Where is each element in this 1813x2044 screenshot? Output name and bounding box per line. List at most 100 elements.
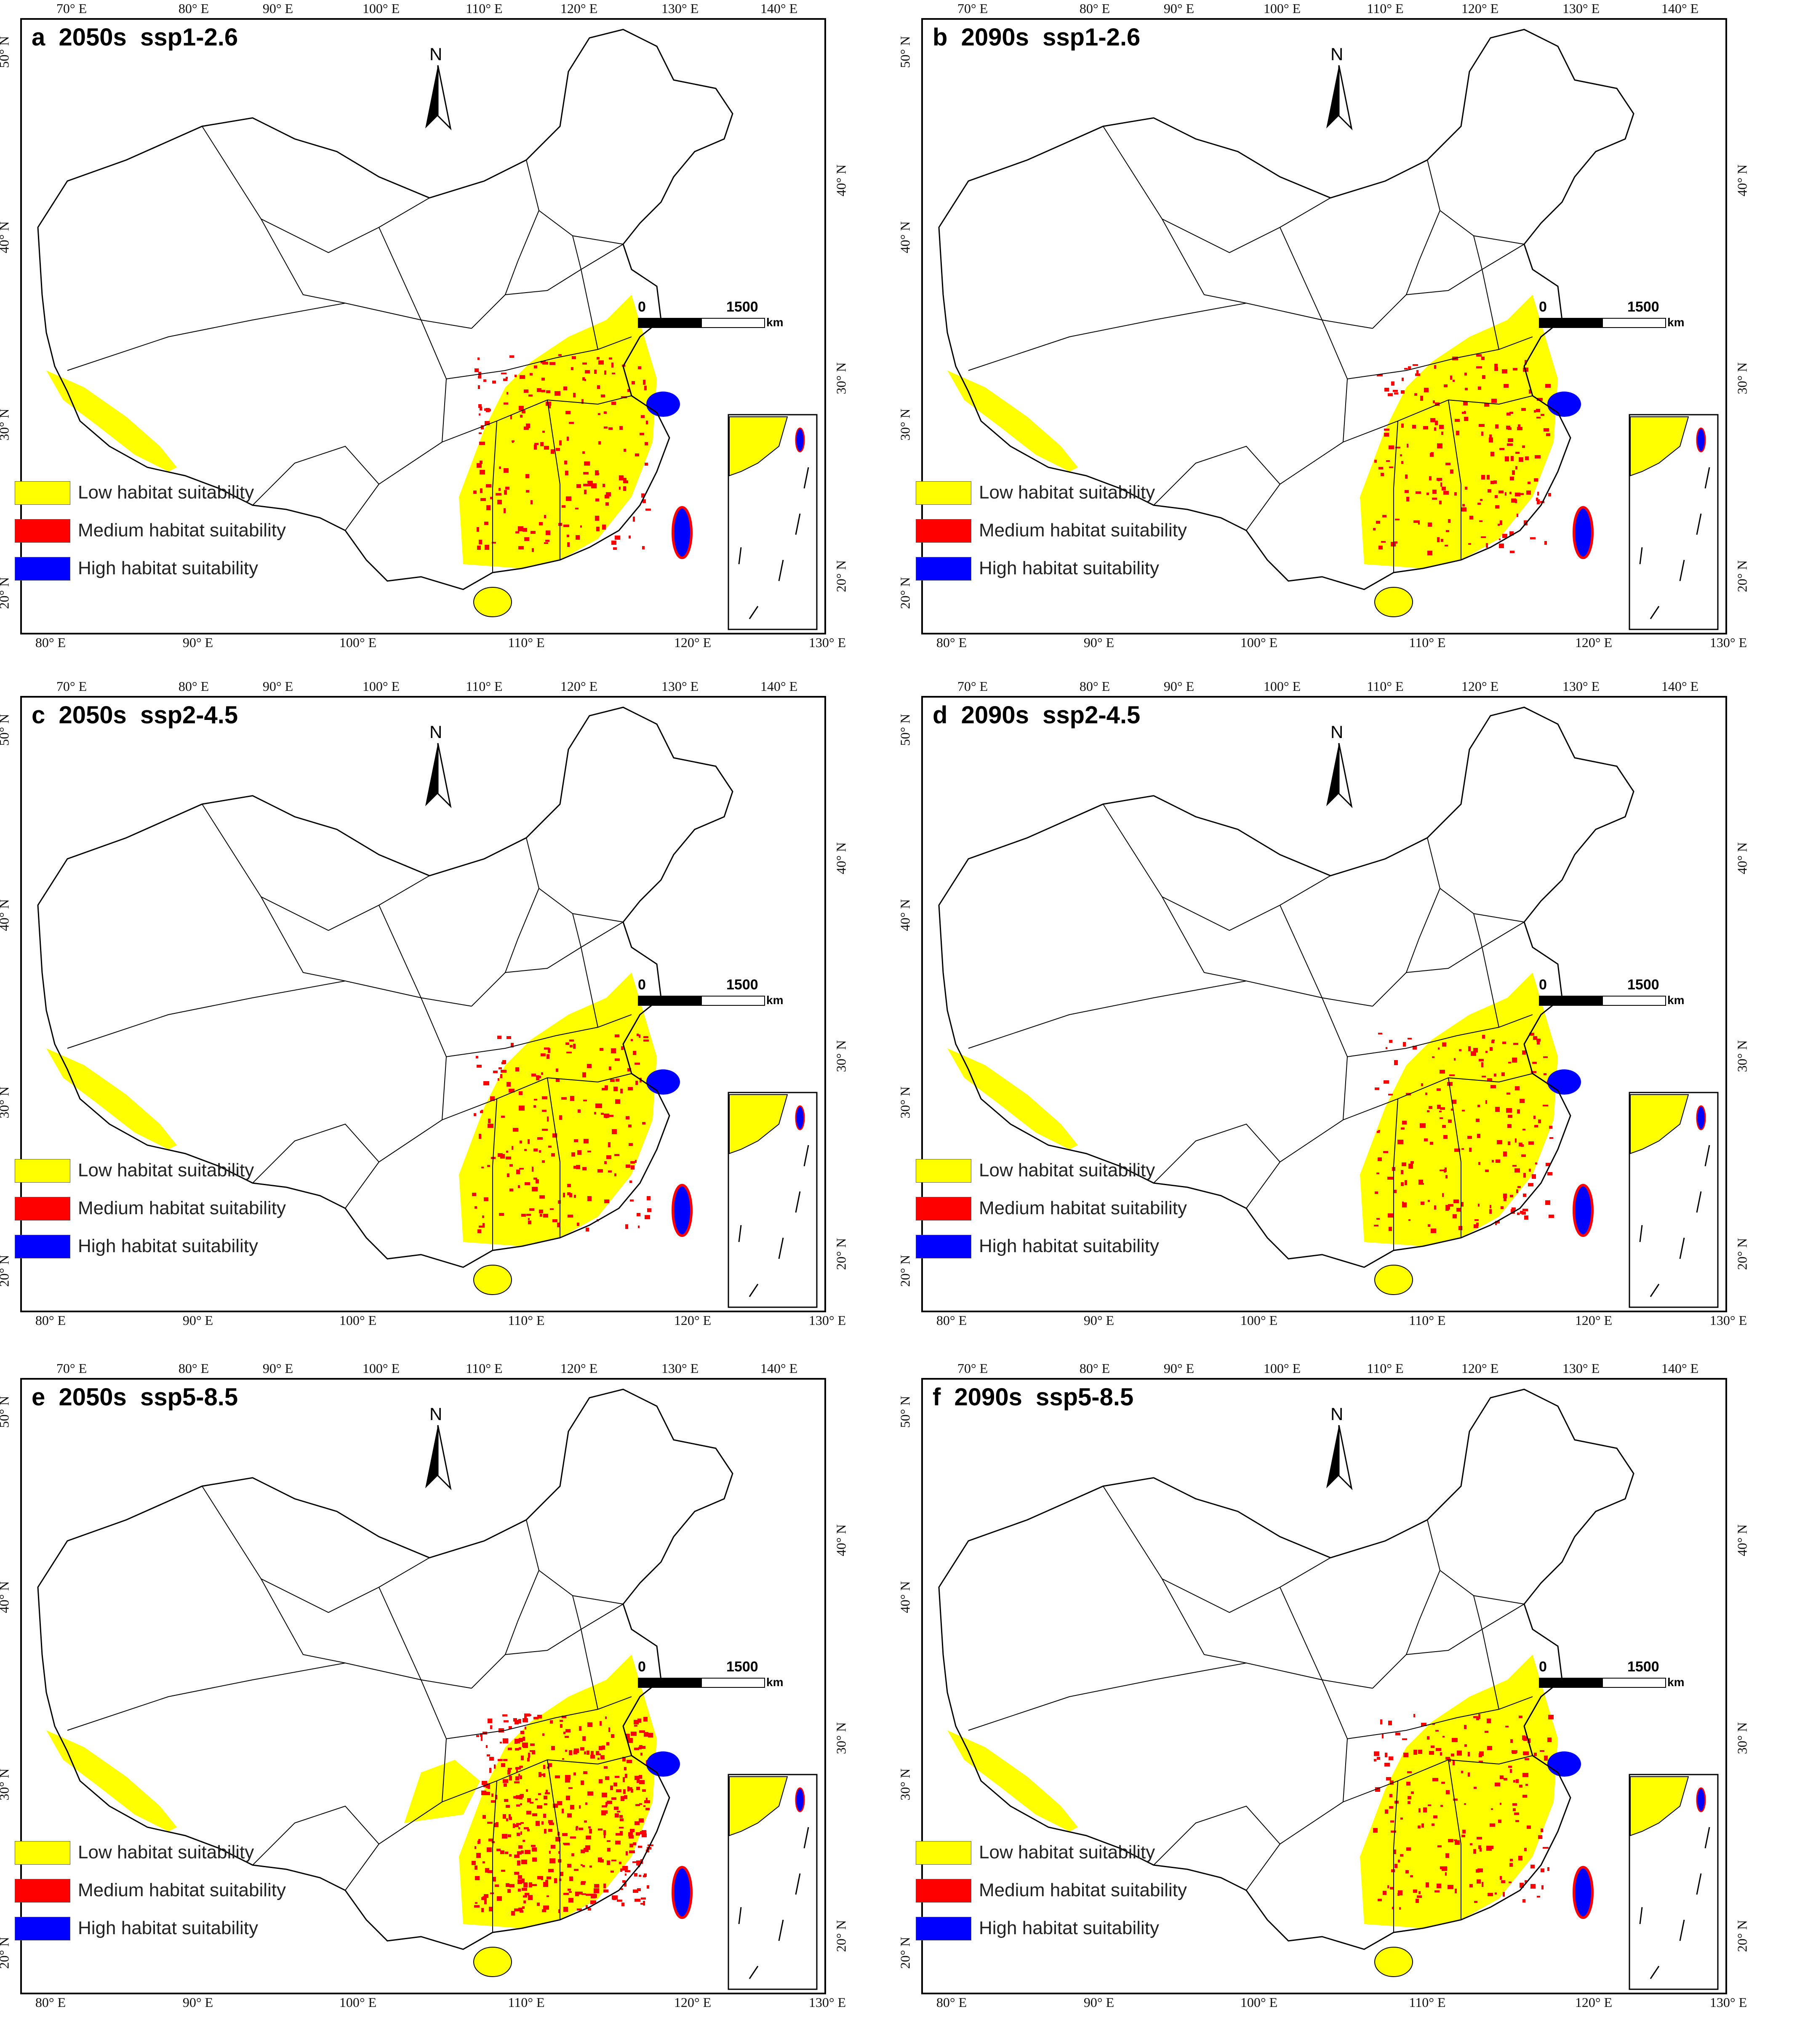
medium-suitability-speck [1442,487,1446,490]
medium-suitability-speck [1500,520,1502,525]
medium-suitability-speck [519,1106,525,1111]
medium-suitability-speck [1408,1219,1410,1221]
low-suitability-area [404,1655,657,1928]
medium-suitability-speck [548,1763,552,1767]
medium-suitability-speck [1424,1138,1428,1141]
medium-suitability-speck [1461,1771,1463,1773]
medium-suitability-speck [1432,1823,1434,1826]
medium-suitability-speck [509,1884,515,1887]
medium-suitability-speck [1495,424,1498,429]
north-arrow-right-half [1338,743,1353,808]
medium-suitability-speck [564,461,567,464]
province-boundary [202,1486,430,1613]
top-longitude-tick: 140° E [760,1361,798,1376]
medium-suitability-speck [516,1804,520,1807]
scale-bar-white-segment [1602,996,1666,1006]
medium-suitability-speck [1384,429,1389,431]
medium-suitability-speck [1495,1783,1500,1786]
medium-suitability-speck [1485,1051,1488,1053]
medium-suitability-speck [605,1716,607,1719]
medium-suitability-speck [1503,1194,1507,1198]
medium-suitability-speck [1374,1759,1376,1762]
medium-suitability-speck [1525,1880,1527,1883]
medium-suitability-speck [1504,384,1509,388]
medium-suitability-speck [1439,1111,1442,1112]
medium-suitability-speck [1537,1896,1540,1897]
right-latitude-tick: 40° N [833,164,849,197]
nine-dash-segment [778,560,784,581]
medium-suitability-speck [586,1905,588,1908]
medium-suitability-speck [1508,1115,1512,1118]
province-boundary [1427,160,1525,245]
medium-suitability-speck [586,1228,589,1231]
medium-suitability-speck [1547,1172,1552,1175]
medium-suitability-speck [541,378,545,381]
medium-suitability-speck [1476,1869,1480,1873]
medium-suitability-speck [1417,1895,1422,1898]
medium-suitability-speck [1387,1177,1393,1180]
medium-suitability-speck [1380,1719,1382,1724]
medium-suitability-speck [519,1766,523,1768]
legend-label: High habitat suitability [979,1236,1160,1256]
scale-bar-black-segment [638,996,703,1006]
north-arrow-right-half [1338,1425,1353,1490]
medium-suitability-speck [475,1902,477,1904]
medium-suitability-speck [508,1748,512,1750]
medium-suitability-speck [521,1214,526,1217]
medium-suitability-speck [1538,1119,1541,1123]
medium-suitability-speck [1541,1828,1543,1832]
medium-suitability-speck [499,1728,504,1732]
province-boundary [547,400,560,560]
medium-suitability-speck [573,1044,576,1049]
medium-suitability-speck [1513,368,1517,370]
left-latitude-tick: 20° N [897,1937,913,1969]
medium-suitability-speck [1454,1149,1460,1152]
medium-suitability-speck [1495,505,1499,509]
medium-suitability-speck [565,1780,570,1783]
scale-bar-max: 1500 [726,299,758,315]
medium-suitability-speck [549,362,555,365]
medium-suitability-speck [517,1879,522,1884]
inset-taiwan [1696,1787,1706,1812]
medium-suitability-speck [1518,424,1520,427]
province-boundary [1473,913,1499,1028]
medium-suitability-speck [499,488,501,491]
province-boundary [526,1519,624,1604]
medium-suitability-speck [496,493,501,496]
medium-suitability-speck [514,1781,520,1783]
right-latitude-tick: 40° N [833,842,849,874]
medium-suitability-speck [1537,1039,1540,1045]
medium-suitability-speck [548,1048,550,1053]
scale-bar-max: 1500 [1627,299,1659,315]
medium-suitability-speck [501,1763,505,1767]
inset-taiwan [795,427,805,453]
medium-suitability-speck [526,490,529,493]
medium-suitability-speck [1545,1200,1550,1205]
scale-bar-white-segment [701,318,765,328]
medium-suitability-speck [585,370,590,373]
medium-suitability-speck [574,1195,576,1198]
top-longitude-tick: 70° E [957,1,988,16]
medium-suitability-speck [582,377,585,381]
medium-suitability-speck [1548,1715,1554,1719]
medium-suitability-speck [577,1150,581,1155]
medium-suitability-speck [584,379,586,381]
medium-suitability-speck [1465,487,1467,490]
top-longitude-tick: 140° E [1661,679,1699,694]
medium-suitability-speck [1464,1744,1467,1747]
medium-suitability-speck [1438,1047,1440,1050]
medium-suitability-speck [513,1128,518,1132]
nine-dash-segment [1639,547,1643,565]
nine-dash-segment [1704,1827,1710,1849]
medium-suitability-speck [1392,1907,1394,1909]
medium-suitability-speck [1376,1218,1380,1220]
medium-suitability-speck [1378,1157,1382,1161]
map-svg [921,18,1727,634]
medium-suitability-speck [1489,1209,1492,1214]
medium-suitability-speck [620,1831,623,1836]
medium-suitability-speck [1416,491,1421,494]
medium-suitability-speck [1445,1853,1449,1858]
medium-suitability-speck [627,1787,632,1791]
top-longitude-tick: 130° E [661,679,699,694]
medium-suitability-speck [1442,1866,1447,1871]
